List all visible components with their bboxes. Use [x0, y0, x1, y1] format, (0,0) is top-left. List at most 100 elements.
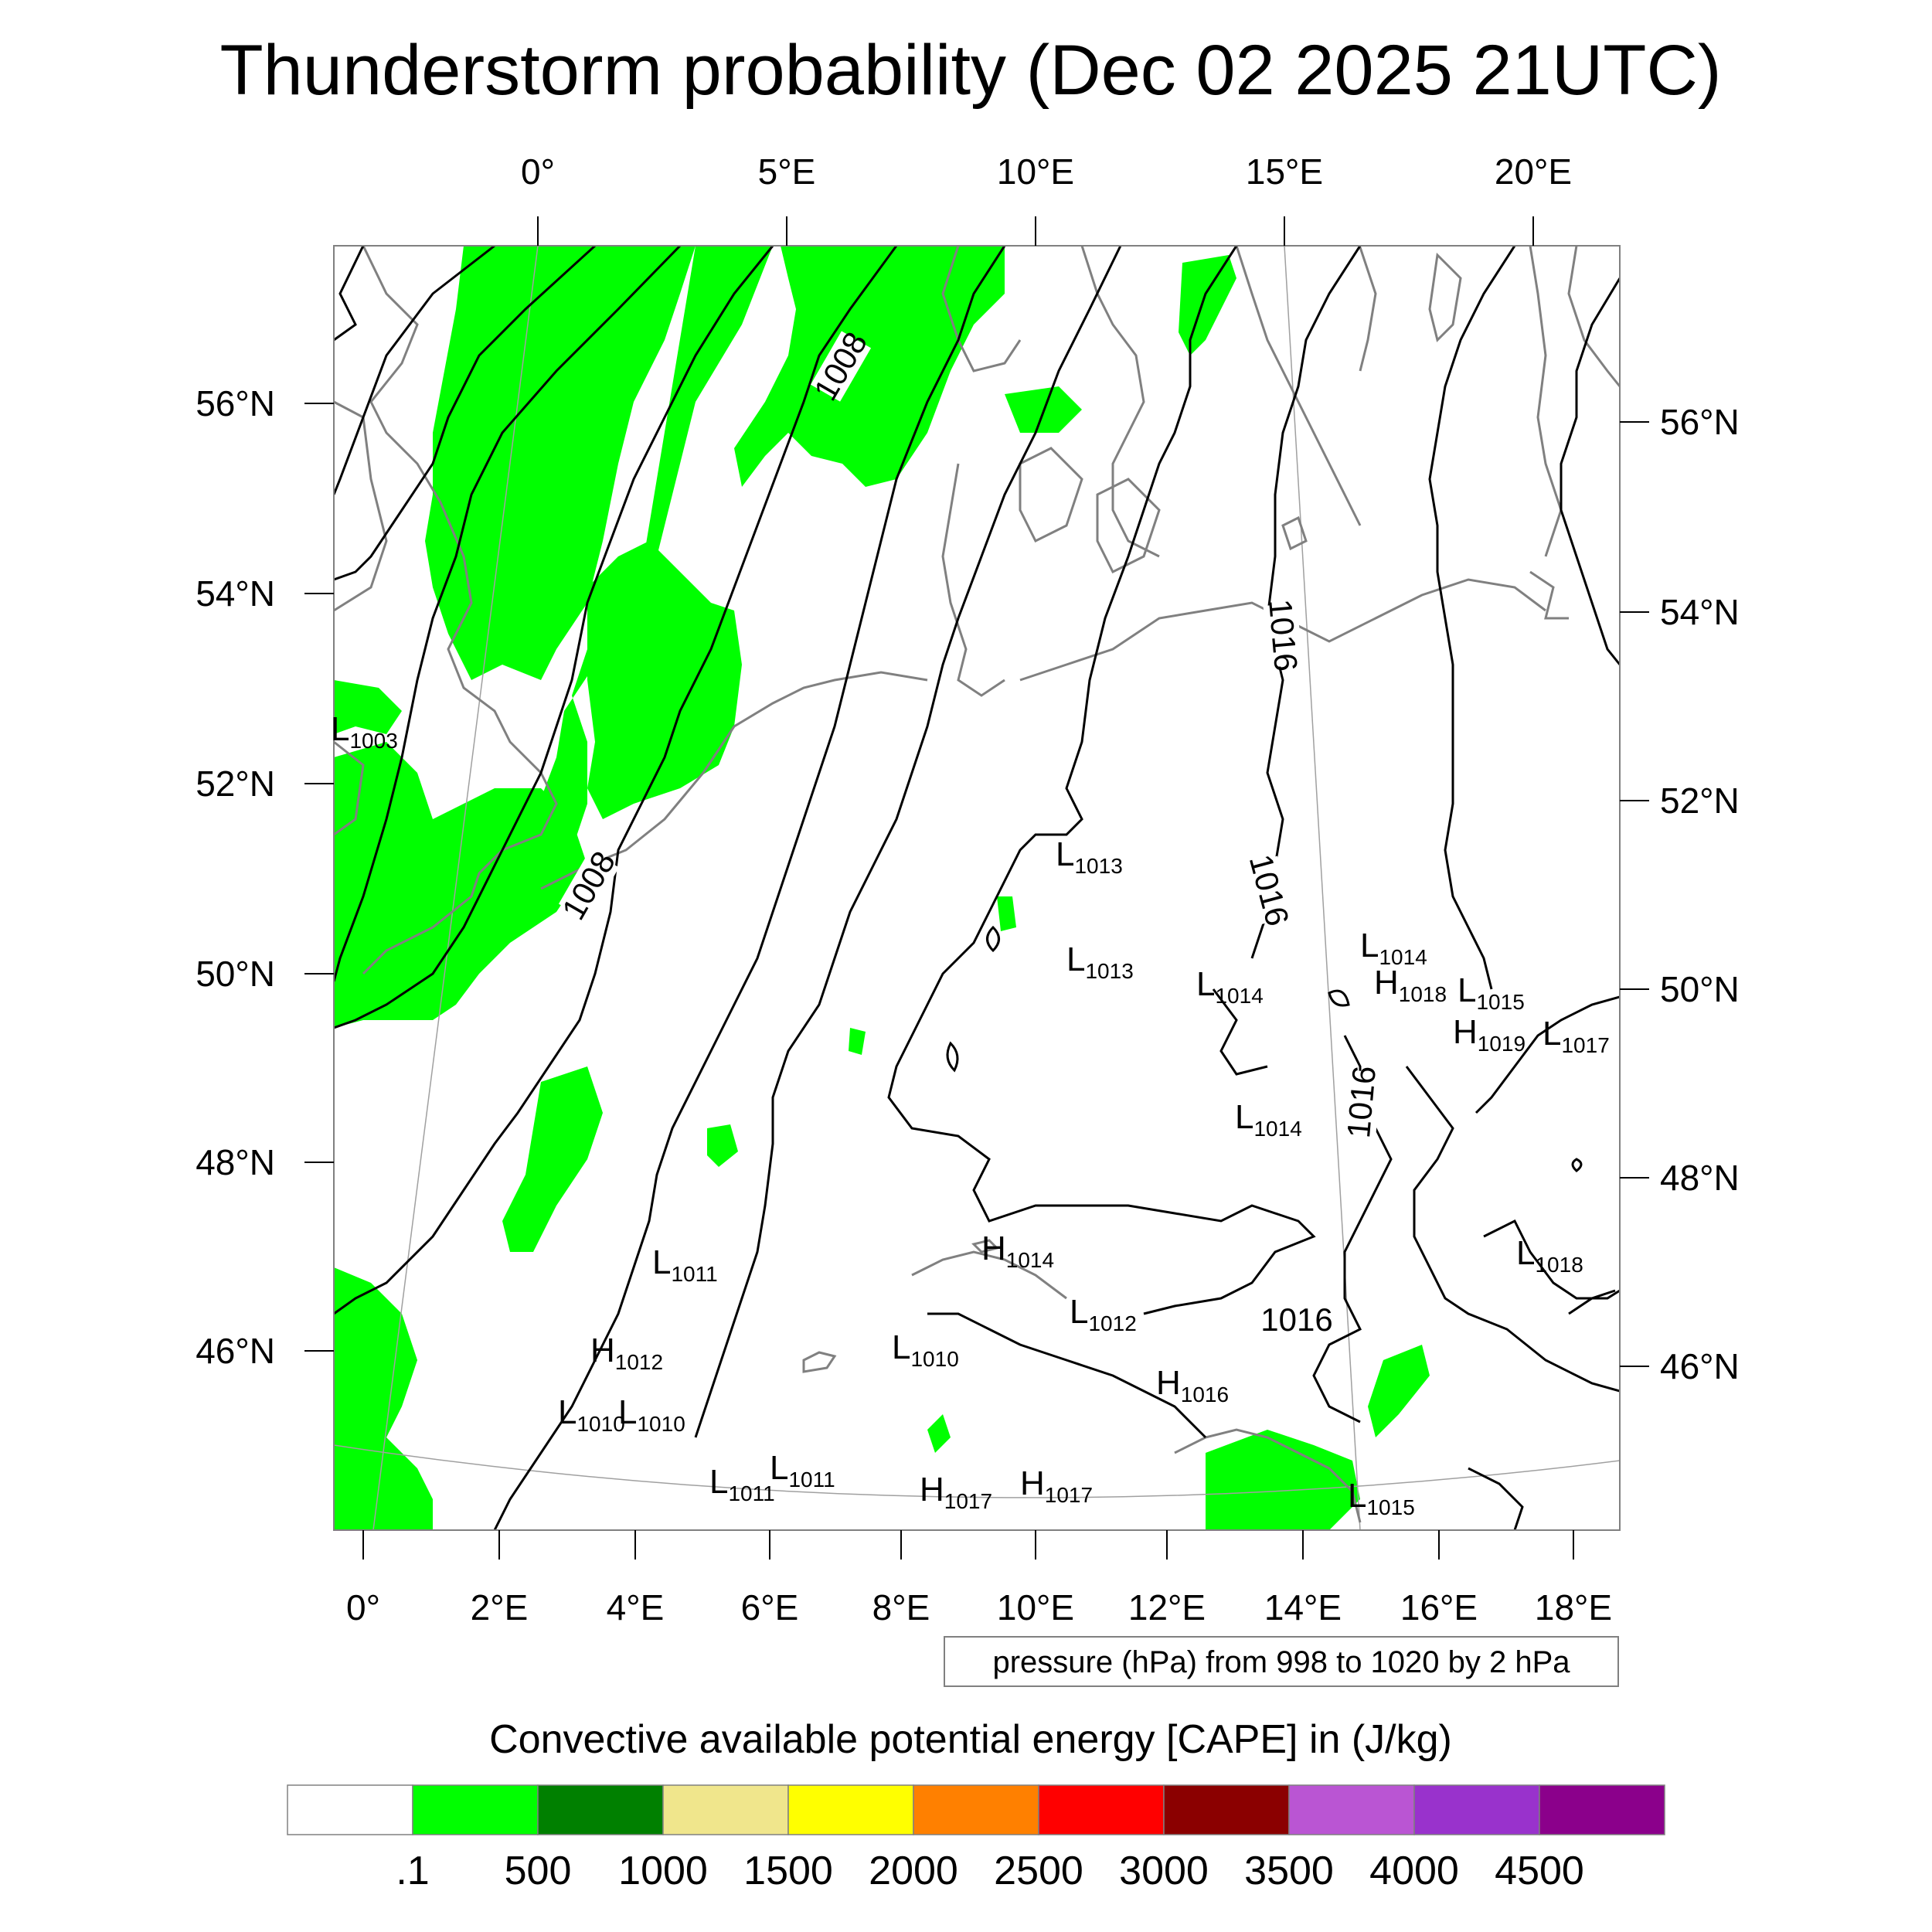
- bottom-lon-label: 2°E: [471, 1587, 529, 1628]
- colorbar-label: .1: [396, 1849, 429, 1893]
- coast-lake-constance: [971, 1239, 999, 1253]
- left-lat-label: 54°N: [196, 573, 275, 614]
- right-lat-label: 54°N: [1660, 592, 1740, 632]
- cape-area-dogger: [587, 541, 742, 819]
- colorbar-label: 2000: [869, 1849, 958, 1893]
- pressure-system: L1011: [652, 1243, 718, 1286]
- pressure-system: L1010: [892, 1328, 959, 1371]
- isobar-19: [1468, 1467, 1524, 1530]
- pressure-system: L1013: [1066, 940, 1134, 983]
- coast-adriatic-north: [1174, 1428, 1362, 1523]
- left-lat-label: 56°N: [196, 383, 275, 423]
- bottom-lon-label: 12°E: [1128, 1587, 1206, 1628]
- isobar-ring-1: [986, 925, 1000, 953]
- pressure-system: L1017: [1543, 1015, 1610, 1057]
- colorbar-title: Convective available potential energy [C…: [489, 1717, 1452, 1762]
- pressure-system: L1010: [618, 1393, 685, 1436]
- cape-area-small-3: [927, 1414, 951, 1453]
- contour-info-text: pressure (hPa) from 998 to 1020 by 2 hPa: [992, 1645, 1570, 1679]
- coast-norway: [941, 246, 1022, 372]
- pressure-system: H1014: [981, 1230, 1054, 1272]
- isobar-4: [334, 246, 682, 982]
- colorbar-label: 500: [505, 1849, 572, 1893]
- colorbar: [287, 1784, 1665, 1835]
- top-lon-label: 20°E: [1495, 151, 1572, 192]
- colorbar-swatch: [412, 1784, 539, 1835]
- pressure-system: H1012: [590, 1332, 663, 1374]
- pressure-system: L1012: [1070, 1293, 1137, 1335]
- isobar-ring-3: [1571, 1158, 1583, 1172]
- colorbar-swatch: [913, 1784, 1039, 1835]
- pressure-system: H1017: [920, 1471, 992, 1513]
- coast-sweden-west: [1080, 246, 1160, 558]
- colorbar-swatch: [537, 1784, 664, 1835]
- colorbar-label: 1500: [743, 1849, 833, 1893]
- isobar-ring-2: [946, 1041, 959, 1073]
- left-lat-label: 50°N: [196, 954, 275, 994]
- left-latitude-labels: 56°N 54°N 52°N 50°N 48°N 46°N: [196, 383, 275, 1371]
- graticule-parallel-45n: [334, 1444, 1620, 1498]
- right-latitude-labels: 56°N 54°N 52°N 50°N 48°N 46°N: [1660, 402, 1740, 1386]
- contour-info-box: pressure (hPa) from 998 to 1020 by 2 hPa: [944, 1636, 1619, 1687]
- coast-bornholm: [1281, 515, 1308, 551]
- graticule-meridian-15e: [1284, 246, 1361, 1530]
- coast-uk-west: [334, 400, 388, 612]
- colorbar-label: 2500: [994, 1849, 1083, 1893]
- pressure-system-markers: L1003 L1013 L1013 L1014 L1014 H1018 L101…: [331, 710, 1610, 1519]
- colorbar-swatch: [1413, 1784, 1540, 1835]
- coast-alps-north: [911, 1250, 1067, 1300]
- isobar-ring-4: [1328, 989, 1350, 1007]
- top-lon-label: 15°E: [1246, 151, 1323, 192]
- right-lat-label: 50°N: [1660, 969, 1740, 1009]
- right-lat-label: 52°N: [1660, 781, 1740, 821]
- coast-zealand: [1096, 478, 1161, 574]
- pressure-system: L1011: [770, 1449, 835, 1492]
- colorbar-swatch: [287, 1784, 413, 1835]
- coast-gotland: [1428, 252, 1462, 342]
- pressure-system: L1015: [1458, 971, 1525, 1014]
- isobar-2: [334, 246, 495, 495]
- isobar-labels: 1008 1008 1016 1016 1016 1016: [555, 326, 1383, 1340]
- bottom-lon-label: 14°E: [1264, 1587, 1342, 1628]
- isobar-16: [1212, 988, 1268, 1076]
- isobar-9: [887, 246, 1316, 1315]
- right-lat-label: 48°N: [1660, 1158, 1740, 1198]
- coast-sweden-east: [1235, 246, 1362, 526]
- left-lat-label: 52°N: [196, 764, 275, 804]
- colorbar-label: 3500: [1244, 1849, 1334, 1893]
- coast-uk-east: [362, 246, 558, 975]
- top-lon-label: 0°: [521, 151, 555, 192]
- isobar-8: [694, 246, 1122, 1438]
- pressure-system: H1017: [1020, 1464, 1093, 1507]
- top-longitude-labels: 0° 5°E 10°E 15°E 20°E: [521, 151, 1572, 192]
- colorbar-swatch: [1163, 1784, 1290, 1835]
- colorbar-labels: .1 500 1000 1500 2000 2500 3000 3500 4000 4500: [396, 1849, 1584, 1893]
- pressure-system: L1010: [558, 1393, 625, 1436]
- cape-area-skagerrak: [734, 246, 1005, 487]
- left-lat-label: 46°N: [196, 1331, 275, 1371]
- pressure-system: H1019: [1453, 1013, 1526, 1056]
- pressure-system: L1014: [1235, 1098, 1302, 1141]
- isobar-1: [334, 246, 365, 342]
- pressure-system: H1016: [1156, 1364, 1229, 1406]
- graticule: [334, 246, 1620, 1530]
- coast-riga: [1567, 246, 1620, 387]
- colorbar-swatch: [1539, 1784, 1665, 1835]
- colorbar-swatch: [1288, 1784, 1415, 1835]
- isobar-15: [1483, 1219, 1620, 1300]
- cape-area-small-2: [997, 896, 1016, 931]
- isobar-12: [1560, 277, 1620, 665]
- isobar-7: [493, 246, 1006, 1530]
- coast-continent: [540, 671, 928, 890]
- cape-area-small-1: [707, 1124, 738, 1167]
- pressure-system: L1014: [1196, 965, 1264, 1008]
- coast-oland: [1359, 247, 1377, 372]
- pressure-system: L1003: [331, 710, 398, 753]
- bottom-lon-label: 18°E: [1535, 1587, 1612, 1628]
- colorbar-label: 3000: [1119, 1849, 1209, 1893]
- colorbar-label: 4000: [1369, 1849, 1459, 1893]
- coast-lake-geneva: [802, 1351, 837, 1373]
- right-lat-label: 56°N: [1660, 402, 1740, 442]
- isobar-11: [1428, 246, 1516, 990]
